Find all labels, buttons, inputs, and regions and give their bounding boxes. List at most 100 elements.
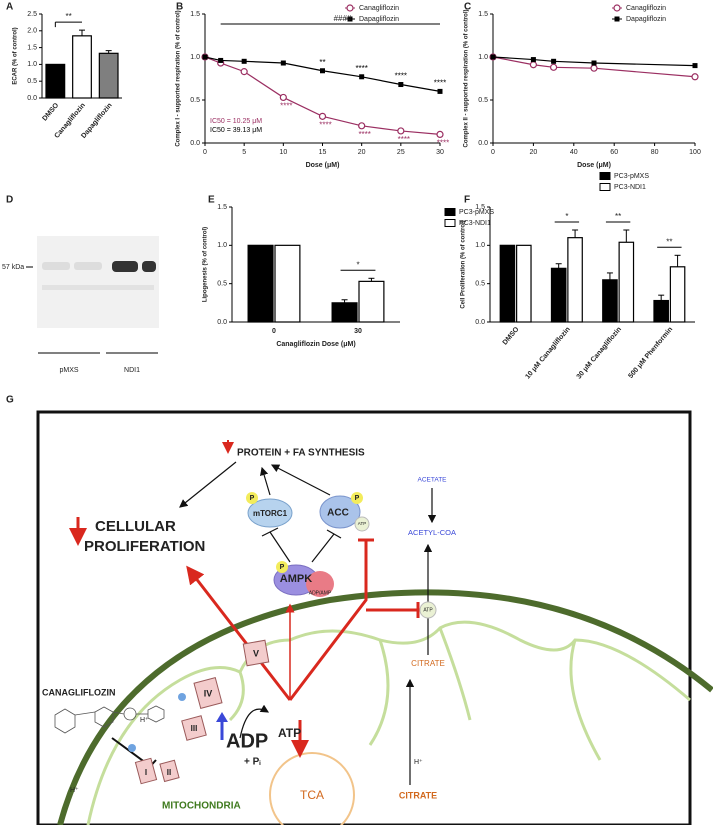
marker xyxy=(218,57,224,63)
marker xyxy=(280,60,286,66)
significance: ** xyxy=(319,58,325,67)
y-tick-label: 0.0 xyxy=(217,319,227,326)
bar xyxy=(567,237,583,323)
x-axis-title: Dose (μM) xyxy=(577,162,611,169)
x-tick-label: DMSO xyxy=(502,326,521,347)
legend-label: PC3-NDI1 xyxy=(614,184,646,191)
y-tick-label: 1.5 xyxy=(217,204,227,211)
y-tick-label: 0.0 xyxy=(478,140,488,147)
phospho-shape xyxy=(351,492,363,504)
marker xyxy=(530,57,536,63)
tca-cycle xyxy=(269,752,355,825)
x-tick-label: 10 μM Canagliflozin xyxy=(524,326,571,381)
lane-label: NDI1 xyxy=(124,367,140,374)
arrow xyxy=(260,466,271,496)
up-arrowhead xyxy=(216,712,228,722)
y-tick-label: 1.0 xyxy=(475,242,485,249)
lane-label: pMXS xyxy=(59,367,78,374)
y-tick-label: 0.0 xyxy=(475,319,485,326)
marker xyxy=(202,54,208,60)
marker xyxy=(590,64,598,72)
label: + Pᵢ xyxy=(244,757,261,768)
complex: V xyxy=(253,648,259,658)
y-axis-title: Cell Proliferation (% of control) xyxy=(461,220,467,308)
significance: **** xyxy=(319,120,331,129)
diagram: PROTEIN + FA SYNTHESIS P P P mTORC1 ACC … xyxy=(36,410,713,825)
bar xyxy=(499,244,516,323)
legend-swatch xyxy=(444,219,456,227)
significance: ** xyxy=(66,12,72,21)
blot-band xyxy=(42,285,154,290)
label: ATP xyxy=(423,607,433,613)
arrow xyxy=(270,464,331,496)
significance: * xyxy=(356,260,359,269)
panel-label: C xyxy=(464,2,471,13)
label: H⁺ xyxy=(140,717,149,724)
y-axis-title: ECAR (% of control) xyxy=(13,27,19,84)
t-bar xyxy=(326,529,342,539)
significance: **** xyxy=(398,135,410,144)
legend-swatch xyxy=(599,183,611,191)
y-tick-label: 0.0 xyxy=(27,95,37,102)
y-tick-label: 0.5 xyxy=(27,78,37,85)
y-axis-title: Complex II - supported respiration (% of… xyxy=(464,9,470,147)
blot-band xyxy=(142,261,156,272)
y-tick-label: 2.5 xyxy=(27,11,37,18)
marker xyxy=(359,74,365,80)
complex: III xyxy=(191,724,198,733)
label: mTORC1 xyxy=(253,509,288,518)
x-tick-label: 20 xyxy=(358,149,366,156)
phospho-shape xyxy=(246,492,258,504)
bracket-label: #### xyxy=(334,14,352,23)
significance: **** xyxy=(280,102,292,111)
legend-label: PC3-pMXS xyxy=(614,173,649,180)
complexes xyxy=(134,639,270,785)
y-tick-label: 2.0 xyxy=(27,28,37,35)
red-arrow xyxy=(186,565,292,701)
x-tick-label: 0 xyxy=(203,149,207,156)
x-tick-label: 30 μM Canagliflozin xyxy=(576,326,623,381)
annotation: IC50 = 39.13 μM xyxy=(210,127,262,134)
panel-label: A xyxy=(6,2,13,13)
significance: ** xyxy=(615,212,621,221)
y-tick-label: 0.5 xyxy=(190,97,200,104)
y-tick-label: 1.0 xyxy=(190,54,200,61)
marker xyxy=(279,93,287,102)
x-tick-label: 20 xyxy=(530,149,538,156)
y-axis-title: Complex I - supported respiration (% of … xyxy=(176,10,182,146)
y-tick-label: 1.0 xyxy=(217,242,227,249)
y-tick-label: 1.5 xyxy=(190,11,200,18)
complex: I xyxy=(145,768,147,777)
cristae xyxy=(228,627,602,761)
marker xyxy=(614,16,620,22)
y-tick-label: 0.5 xyxy=(475,281,485,288)
marker xyxy=(490,54,496,60)
marker xyxy=(692,63,698,69)
x-tick-label: 30 xyxy=(354,328,362,335)
x-tick-label: 10 xyxy=(279,149,287,156)
x-tick-label: 0 xyxy=(272,328,276,335)
label: CANAGLIFLOZIN xyxy=(42,687,116,697)
bar xyxy=(653,299,669,323)
label: PROTEIN + FA SYNTHESIS xyxy=(237,448,365,459)
blot-band xyxy=(42,262,70,270)
label: P xyxy=(250,495,255,502)
label: ADP xyxy=(226,730,268,752)
label: ACC xyxy=(327,508,349,519)
x-tick-label: 100 xyxy=(689,149,701,156)
x-tick-label: 500 μM Phenformin xyxy=(627,326,674,380)
atp-shape xyxy=(419,601,437,619)
bar xyxy=(602,279,618,323)
x-tick-label: 5 xyxy=(242,149,246,156)
legend-label: Dapagliflozin xyxy=(359,16,399,23)
x-tick-label: 30 xyxy=(436,149,444,156)
marker xyxy=(346,4,354,12)
label: CITRATE xyxy=(411,659,445,668)
y-tick-label: 1.5 xyxy=(27,44,37,51)
marker xyxy=(318,112,327,120)
y-tick-label: 1.0 xyxy=(478,54,488,61)
legend-label: Canagliflozin xyxy=(359,5,399,12)
x-tick-label: 40 xyxy=(570,149,578,156)
marker xyxy=(437,88,443,94)
